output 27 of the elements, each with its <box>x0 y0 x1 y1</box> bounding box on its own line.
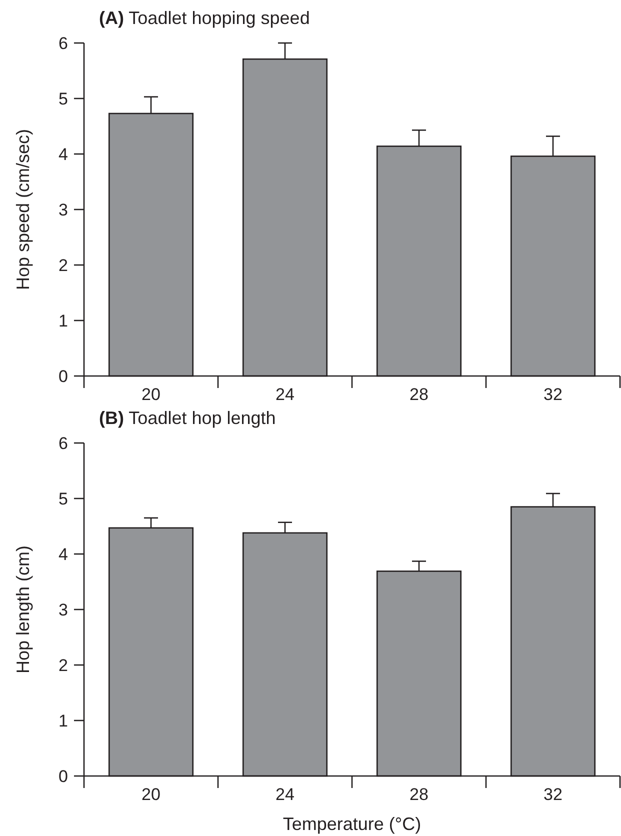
y-tick-label: 4 <box>58 144 68 164</box>
y-tick-label: 1 <box>58 711 68 730</box>
y-tick-label: 1 <box>58 311 68 330</box>
x-tick-label: 28 <box>410 385 428 404</box>
x-tick-label: 20 <box>142 785 160 804</box>
y-tick-label: 0 <box>58 766 68 786</box>
y-tick-label: 5 <box>58 489 68 508</box>
y-tick-label: 2 <box>58 656 68 675</box>
y-tick-label: 0 <box>58 366 68 386</box>
y-tick-label: 6 <box>58 34 68 53</box>
y-axis-title: Hop length (cm) <box>13 545 33 674</box>
y-tick-label: 3 <box>58 600 68 620</box>
y-axis-title: Hop speed (cm/sec) <box>13 128 33 290</box>
chart-title: (B) Toadlet hop length <box>99 408 276 428</box>
y-tick-label: 6 <box>58 434 68 453</box>
y-tick-label: 5 <box>58 89 68 108</box>
y-tick-label: 4 <box>58 544 68 564</box>
x-tick-label: 32 <box>544 385 562 404</box>
x-tick-label: 28 <box>410 785 428 804</box>
x-tick-label: 24 <box>276 385 294 404</box>
y-tick-label: 3 <box>58 200 68 220</box>
chart-title: (A) Toadlet hopping speed <box>99 8 310 28</box>
x-tick-label: 20 <box>142 385 160 404</box>
x-axis-title: Temperature (°C) <box>282 814 422 834</box>
x-tick-label: 32 <box>544 785 562 804</box>
x-tick-label: 24 <box>276 785 294 804</box>
y-tick-label: 2 <box>58 256 68 275</box>
